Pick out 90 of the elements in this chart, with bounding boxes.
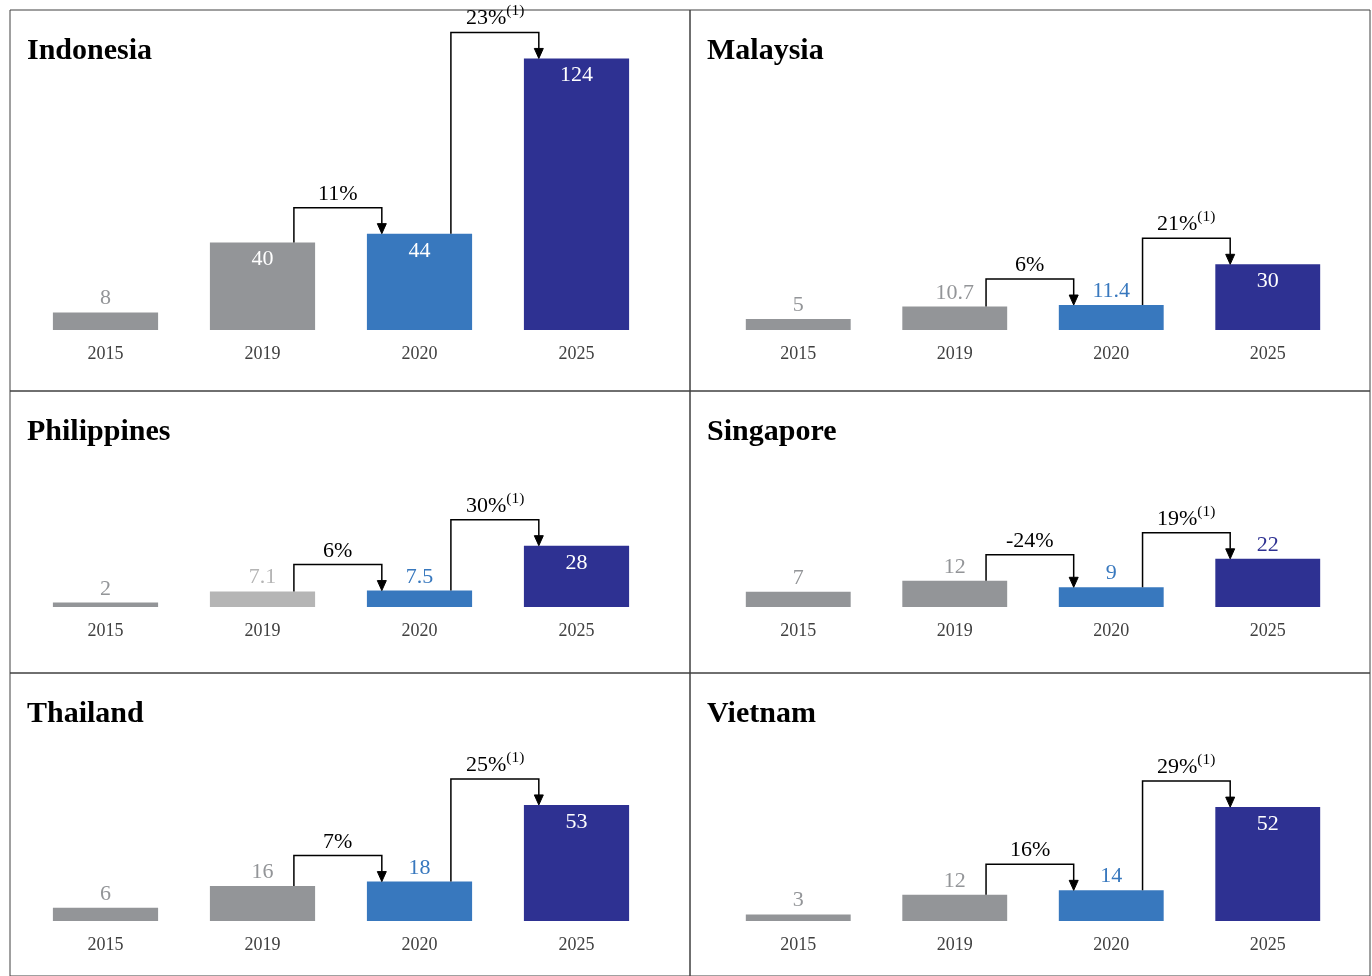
x-tick-label: 2025 — [558, 620, 595, 640]
data-label: 14 — [1100, 862, 1123, 888]
data-label: 40 — [251, 245, 274, 271]
x-tick-label: 2025 — [1249, 934, 1286, 954]
data-label: 7.1 — [248, 563, 277, 589]
data-label: 7 — [792, 563, 804, 589]
text: 19%$^{(1)}$ — [1157, 502, 1216, 531]
chart-title: Philippines — [27, 413, 171, 446]
bar — [745, 914, 851, 921]
bar — [1058, 890, 1164, 921]
text: 25%$^{(1)}$ — [466, 748, 525, 777]
x-tick-label: 2025 — [558, 934, 595, 954]
bar — [523, 545, 630, 607]
bar — [52, 907, 159, 921]
text: 30%$^{(1)}$ — [466, 489, 525, 518]
x-tick-label: 2019 — [244, 620, 281, 640]
text: -24% — [1006, 527, 1054, 552]
x-tick-label: 2015 — [87, 620, 124, 640]
bar — [523, 804, 630, 921]
chart-title: Thailand — [27, 695, 145, 728]
data-label: 12 — [943, 552, 966, 578]
x-tick-label: 2019 — [936, 620, 973, 640]
bar — [902, 306, 1008, 330]
data-label: 44 — [408, 236, 431, 262]
annotation: 7% — [323, 828, 353, 853]
x-tick-label: 2025 — [558, 343, 595, 363]
annotation: 16% — [1010, 836, 1051, 861]
data-label: 53 — [565, 807, 588, 833]
text: 23%$^{(1)}$ — [466, 1, 525, 30]
data-label: 3 — [792, 886, 804, 912]
bar — [366, 233, 473, 330]
bar — [366, 881, 473, 921]
annotation: 6% — [1015, 251, 1045, 276]
bar — [745, 591, 851, 607]
x-tick-label: 2020 — [401, 343, 438, 363]
x-tick-label: 2020 — [1093, 934, 1130, 954]
data-label: 10.7 — [935, 278, 974, 304]
x-tick-label: 2015 — [780, 620, 817, 640]
bar — [1058, 305, 1164, 330]
annotation: 11% — [318, 180, 358, 205]
x-tick-label: 2015 — [780, 343, 817, 363]
text: 21%$^{(1)}$ — [1157, 207, 1216, 236]
data-label: 22 — [1256, 530, 1279, 556]
bar — [1215, 558, 1321, 607]
data-label: 52 — [1256, 810, 1279, 836]
bar — [52, 312, 159, 330]
x-tick-label: 2019 — [244, 934, 281, 954]
bar — [902, 894, 1008, 921]
bar — [209, 242, 316, 330]
x-tick-label: 2019 — [244, 343, 281, 363]
x-tick-label: 2020 — [1093, 620, 1130, 640]
x-tick-label: 2020 — [401, 934, 438, 954]
data-label: 11.4 — [1092, 277, 1131, 303]
bar — [523, 58, 630, 330]
data-label: 124 — [560, 61, 594, 87]
bar — [1215, 264, 1321, 330]
bar — [902, 580, 1008, 607]
bar — [1215, 807, 1321, 921]
data-label: 2 — [100, 574, 111, 600]
chart-title: Malaysia — [707, 32, 824, 65]
bar — [209, 885, 316, 921]
annotation: 6% — [323, 537, 353, 562]
x-tick-label: 2020 — [401, 620, 438, 640]
data-label: 18 — [408, 853, 431, 879]
x-tick-label: 2015 — [780, 934, 817, 954]
x-tick-label: 2019 — [936, 343, 973, 363]
data-label: 5 — [792, 291, 804, 317]
chart-title: Indonesia — [27, 32, 153, 65]
data-label: 6 — [100, 879, 111, 905]
bar — [366, 590, 473, 607]
x-tick-label: 2025 — [1249, 620, 1286, 640]
data-label: 16 — [251, 857, 274, 883]
x-tick-label: 2015 — [87, 343, 124, 363]
chart-title: Vietnam — [707, 695, 816, 728]
data-label: 7.5 — [405, 562, 434, 588]
chart-title: Singapore — [707, 413, 837, 446]
bar — [745, 319, 851, 330]
data-label: 12 — [943, 866, 966, 892]
x-tick-label: 2015 — [87, 934, 124, 954]
data-label: 8 — [100, 284, 111, 310]
x-tick-label: 2025 — [1249, 343, 1286, 363]
bar — [1058, 587, 1164, 607]
data-label: 30 — [1256, 267, 1279, 293]
bar — [52, 602, 159, 607]
x-tick-label: 2020 — [1093, 343, 1130, 363]
data-label: 28 — [565, 548, 588, 574]
data-label: 9 — [1105, 559, 1117, 585]
bar — [209, 591, 316, 607]
text: 29%$^{(1)}$ — [1157, 750, 1216, 779]
x-tick-label: 2019 — [936, 934, 973, 954]
